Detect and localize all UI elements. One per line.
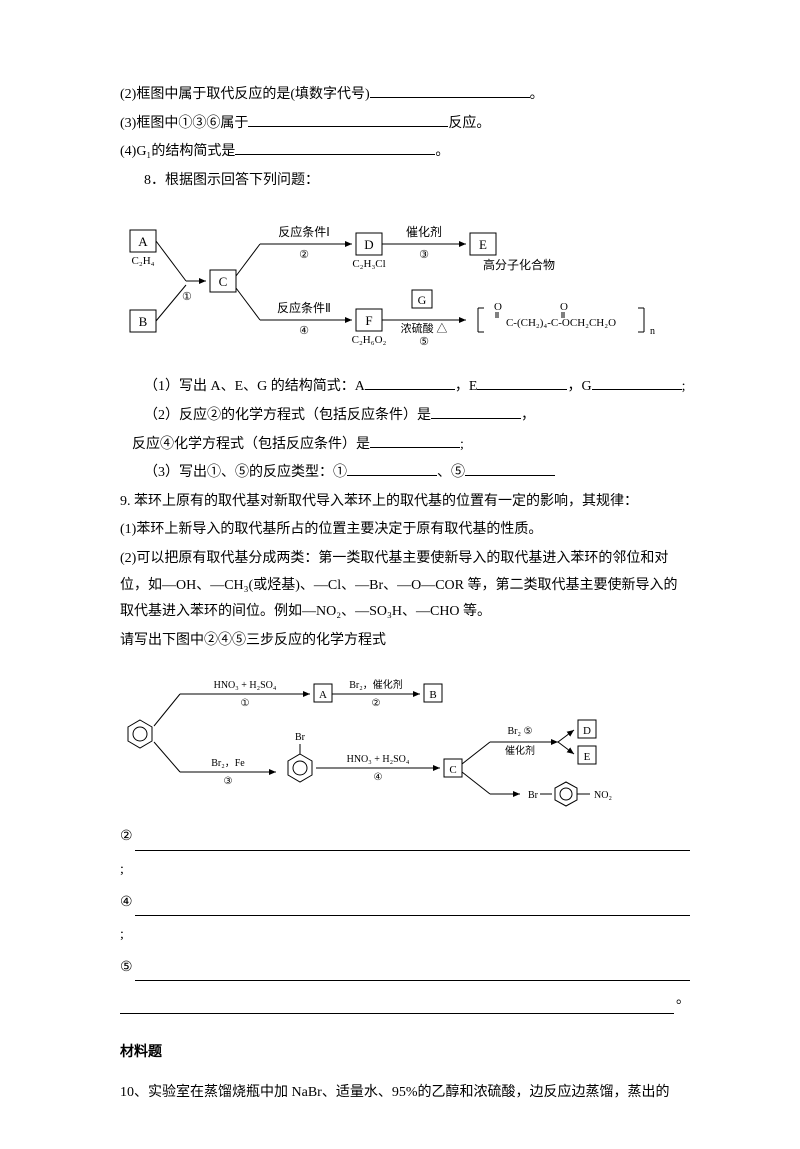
q4-text: (4)G₁的结构简式是 [120,144,235,159]
svg-text:D: D [364,237,373,252]
svg-text:B: B [429,689,436,701]
question-4: (4)G₁的结构简式是 。 [120,139,690,166]
svg-text:Br₂，催化剂: Br₂，催化剂 [349,678,403,691]
q8-p3-a: （3）写出①、⑤的反应类型：① [144,465,347,480]
q9-line4: 请写出下图中②④⑤三步反应的化学方程式 [120,628,690,655]
q8-p1-c: ，G [567,379,591,394]
q9-diagram: HNO₃ + H₂SO₄ ① A Br₂，催化剂 ② B Br₂，Fe ③ Br… [120,672,690,812]
svg-text:D: D [583,725,591,737]
q2-blank [370,83,530,98]
svg-text:①: ① [241,698,250,709]
svg-text:Br₂，Fe: Br₂，Fe [211,758,245,769]
ans-4-semi: ; [120,922,124,949]
q9-line3: (2)可以把原有取代基分成两类：第一类取代基主要使新导入的取代基进入苯环的邻位和… [120,546,690,626]
ans-5-dot: 。 [676,987,690,1014]
svg-text:⑤: ⑤ [419,336,429,348]
q8-p3-blank1 [347,461,437,476]
materials-heading: 材料题 [120,1040,690,1067]
q9-answers: ② ; ④ ; ⑤ 。 [120,824,690,1014]
question-2: (2)框图中属于取代反应的是(填数字代号) 。 [120,82,690,109]
q3-blank [248,112,448,127]
q2-text: (2)框图中属于取代反应的是(填数字代号) [120,87,370,102]
svg-text:HNO₃ + H₂SO₄: HNO₃ + H₂SO₄ [214,680,277,691]
q8-p2b-blank [370,433,460,448]
svg-text:③: ③ [224,776,233,787]
svg-text:Br₂ ⑤: Br₂ ⑤ [508,726,533,737]
ans-4-label: ④ [120,890,133,917]
svg-text:C₂H₃Cl: C₂H₃Cl [352,258,385,270]
q8-p2-a: （2）反应②的化学方程式（包括反应条件）是 [144,408,431,423]
svg-text:①: ① [182,291,192,303]
q9-line1: 9. 苯环上原有的取代基对新取代导入苯环上的取代基的位置有一定的影响，其规律： [120,489,690,516]
svg-text:④: ④ [374,772,383,783]
ans-5-blank2 [120,996,674,1014]
q8-p2b-b: ; [460,437,464,452]
q8-p3-blank5 [465,461,555,476]
q8-p2b: 反应④化学方程式（包括反应条件）是; [120,432,690,459]
svg-text:A: A [138,234,148,249]
question-3: (3)框图中①③⑥属于 反应。 [120,111,690,138]
ans-2-label: ② [120,824,133,851]
q2-tail: 。 [530,87,544,102]
svg-text:Br: Br [295,732,306,743]
svg-text:NO₂: NO₂ [594,790,612,801]
svg-text:O: O [560,301,568,313]
svg-text:Br: Br [528,790,539,801]
q8-p2: （2）反应②的化学方程式（包括反应条件）是 ， [120,403,690,430]
q3-tail: 反应。 [448,116,490,131]
svg-text:A: A [319,689,327,701]
q8-p1-blank-a [365,375,455,390]
svg-text:C: C [449,764,456,776]
ans-5-blank [135,963,690,981]
q8-p1-blank-g [592,375,682,390]
q4-tail: 。 [435,144,449,159]
q8-p3: （3）写出①、⑤的反应类型：① 、⑤ [120,460,690,487]
q8-p3-b: 、⑤ [437,465,465,480]
svg-text:④: ④ [299,325,309,337]
q3-text: (3)框图中①③⑥属于 [120,116,248,131]
q8-p1-a: （1）写出 A、E、G 的结构简式：A [144,379,365,394]
svg-text:G: G [418,293,427,307]
svg-text:催化剂: 催化剂 [505,744,535,757]
q8-p2-b: ， [521,408,535,423]
svg-text:HNO₃ + H₂SO₄: HNO₃ + H₂SO₄ [347,754,410,765]
svg-text:反应条件Ⅰ: 反应条件Ⅰ [278,224,330,239]
svg-text:C₂H₄: C₂H₄ [132,255,155,267]
ans-5-label: ⑤ [120,955,133,982]
svg-text:C-(CH₂)₄-C-OCH₂CH₂O: C-(CH₂)₄-C-OCH₂CH₂O [506,317,616,329]
ans-4-blank [135,898,690,916]
svg-text:B: B [139,314,148,329]
q8-p1-b: ，E [455,379,478,394]
svg-text:O: O [494,301,502,313]
question-10: 10、实验室在蒸馏烧瓶中加 NaBr、适量水、95%的乙醇和浓硫酸，边反应边蒸馏… [120,1080,690,1107]
ans-2-semi: ; [120,857,124,884]
svg-text:E: E [584,751,591,763]
svg-text:n: n [650,326,655,337]
svg-text:②: ② [372,698,381,709]
q8-diagram: A C₂H₄ B ① C 反应条件Ⅰ ② D C₂H₃Cl 催化剂 ③ E 高分… [120,212,690,362]
q8-p1-d: ; [682,379,686,394]
question-8-title: 8．根据图示回答下列问题： [120,168,690,195]
svg-text:催化剂: 催化剂 [406,224,442,239]
svg-text:C₂H₆O₂: C₂H₆O₂ [352,334,387,346]
q8-p2b-a: 反应④化学方程式（包括反应条件）是 [132,437,370,452]
q9-line2: (1)苯环上新导入的取代基所占的位置主要决定于原有取代基的性质。 [120,517,690,544]
svg-text:C: C [219,274,228,289]
ans-2-blank [135,833,690,851]
q4-blank [235,140,435,155]
svg-text:②: ② [299,249,309,261]
svg-text:E: E [479,237,487,252]
svg-text:高分子化合物: 高分子化合物 [483,257,555,272]
q8-p1: （1）写出 A、E、G 的结构简式：A ，E ，G; [120,374,690,401]
svg-text:反应条件Ⅱ: 反应条件Ⅱ [277,300,331,315]
q8-p2-blank [431,404,521,419]
svg-text:浓硫酸 △: 浓硫酸 △ [401,321,448,335]
q8-p1-blank-e [477,375,567,390]
svg-text:F: F [365,313,372,328]
svg-text:③: ③ [419,249,429,261]
